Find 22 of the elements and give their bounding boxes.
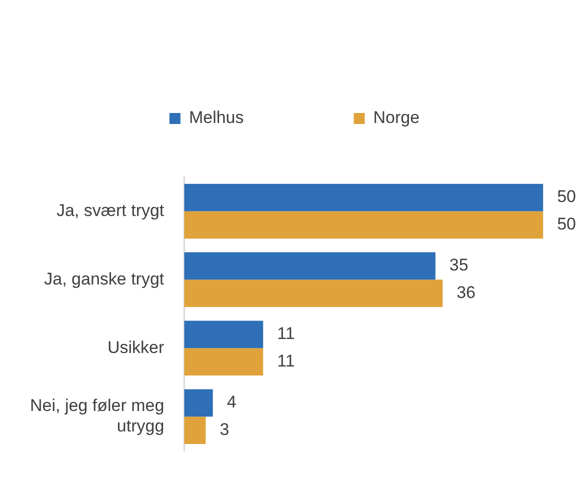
bar [184,211,544,239]
legend-label: Norge [373,108,420,128]
data-label: 36 [456,283,476,302]
y-tick-label: Ja, svært trygt [56,200,164,220]
data-label: 50 [557,214,576,234]
y-tick-label: Usikker [107,338,164,357]
data-label: 11 [277,324,295,344]
y-tick-label: Nei, jeg føler meg utrygg [30,396,164,436]
bar [184,416,206,444]
data-label: 35 [449,256,468,275]
data-label: 50 [557,187,576,206]
data-label: 4 [226,392,236,412]
bar [184,184,544,212]
y-tick-label: Ja, ganske trygt [44,269,164,288]
legend-label: Melhus [188,108,244,128]
bar [184,348,264,376]
bar [184,252,436,280]
bar [184,320,264,348]
bar [184,280,443,308]
data-label: 3 [220,420,230,439]
data-label: 11 [277,352,295,371]
bar [184,389,213,417]
